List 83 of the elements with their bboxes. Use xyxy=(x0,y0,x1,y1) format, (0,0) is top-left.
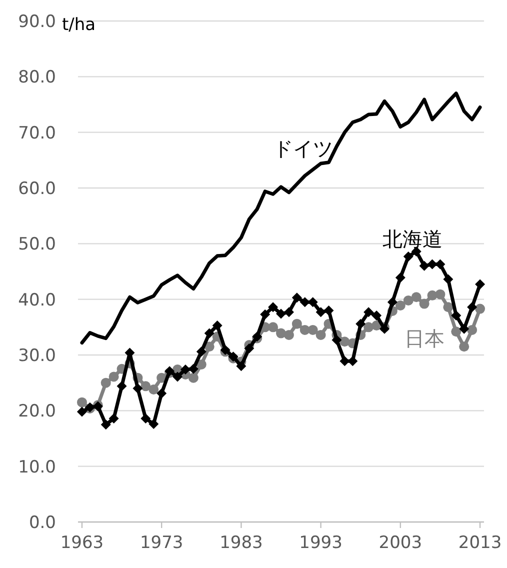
point xyxy=(180,364,190,374)
point xyxy=(340,356,350,366)
point xyxy=(212,320,222,330)
point xyxy=(467,302,478,312)
point xyxy=(196,346,206,357)
point xyxy=(284,330,294,340)
x-tick-label: 1983 xyxy=(220,533,263,553)
point xyxy=(196,359,206,370)
series-label: 日本 xyxy=(404,326,444,350)
point xyxy=(276,308,286,319)
point xyxy=(76,406,87,417)
x-tick-label: 1963 xyxy=(60,533,104,553)
point xyxy=(467,324,478,335)
point xyxy=(403,251,414,262)
point xyxy=(316,330,326,340)
point xyxy=(372,310,382,320)
y-tick-label: 90.0 xyxy=(18,12,56,32)
point xyxy=(108,372,119,382)
point xyxy=(308,297,318,308)
point xyxy=(204,328,214,338)
point xyxy=(332,334,342,345)
point xyxy=(443,302,454,312)
point xyxy=(411,292,422,302)
x-tick-label: 2013 xyxy=(458,533,502,553)
x-tick-label: 1993 xyxy=(299,533,342,553)
point xyxy=(244,343,254,354)
y-axis-title: t/ha xyxy=(62,15,96,35)
y-tick-label: 60.0 xyxy=(18,179,56,199)
point xyxy=(188,364,198,374)
point xyxy=(204,342,214,352)
point xyxy=(260,309,270,320)
point xyxy=(100,420,111,430)
point xyxy=(403,295,414,306)
y-tick-label: 70.0 xyxy=(18,123,56,144)
point xyxy=(324,305,334,316)
point xyxy=(395,272,406,283)
point xyxy=(156,388,167,398)
point xyxy=(140,413,151,424)
point xyxy=(387,297,398,308)
y-tick-label: 20.0 xyxy=(18,402,56,422)
x-tick-label: 1973 xyxy=(140,533,184,553)
point xyxy=(292,292,302,303)
point xyxy=(148,384,159,395)
point xyxy=(435,289,446,300)
point xyxy=(443,274,454,284)
point xyxy=(356,318,366,329)
point xyxy=(475,304,486,314)
point xyxy=(364,307,374,318)
series-label: 北海道 xyxy=(382,227,442,252)
point xyxy=(451,326,462,337)
point xyxy=(172,372,183,382)
point xyxy=(284,307,294,318)
point xyxy=(292,318,302,329)
point xyxy=(148,419,159,430)
y-tick-label: 40.0 xyxy=(18,290,56,310)
point xyxy=(140,381,151,392)
y-tick-label: 0.0 xyxy=(28,513,56,533)
point xyxy=(300,297,310,308)
point xyxy=(308,324,318,335)
y-tick-label: 10.0 xyxy=(18,457,56,478)
point xyxy=(348,356,358,366)
series-label: ドイツ xyxy=(272,136,333,161)
x-tick-label: 2003 xyxy=(378,533,422,553)
point xyxy=(459,324,470,334)
point xyxy=(116,381,127,392)
point xyxy=(132,383,143,394)
y-tick-label: 80.0 xyxy=(18,68,56,88)
point xyxy=(108,413,119,424)
point xyxy=(419,298,430,309)
point xyxy=(316,307,326,318)
point xyxy=(451,310,462,320)
point xyxy=(100,378,111,388)
point xyxy=(188,372,198,383)
point xyxy=(236,361,246,372)
y-tick-label: 50.0 xyxy=(18,234,56,255)
y-tick-label: 30.0 xyxy=(18,346,56,366)
point xyxy=(419,260,430,271)
point xyxy=(76,397,87,408)
point xyxy=(475,279,486,290)
point xyxy=(268,302,278,312)
point xyxy=(268,322,278,332)
point xyxy=(395,300,406,310)
point xyxy=(459,342,470,352)
